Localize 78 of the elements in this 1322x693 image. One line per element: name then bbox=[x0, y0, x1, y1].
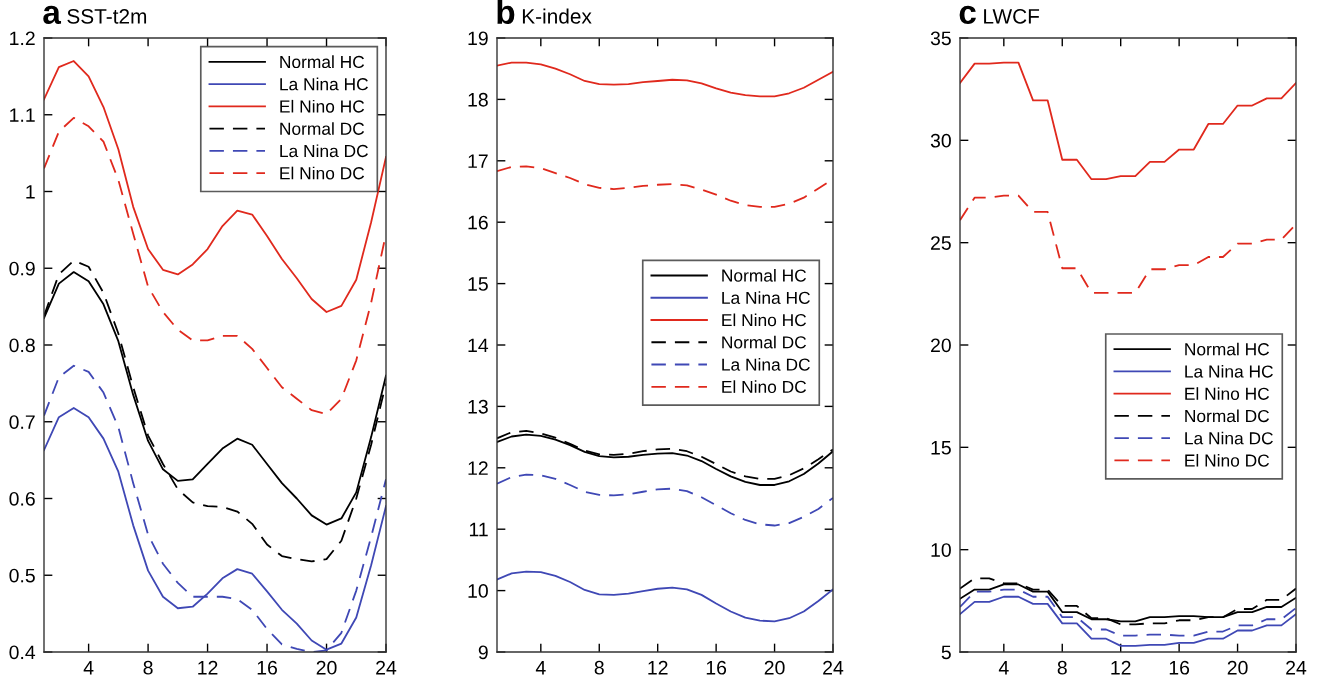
legend-label: La Nina HC bbox=[1185, 364, 1273, 378]
x-tick-label: 4 bbox=[998, 661, 1009, 675]
chart-subtitle: K-index bbox=[522, 8, 592, 24]
legend-label: Normal HC bbox=[722, 268, 807, 282]
legend-label: Normal DC bbox=[1185, 409, 1270, 423]
y-tick-label: 15 bbox=[468, 277, 488, 291]
y-tick-label: 35 bbox=[930, 31, 951, 46]
chart-title: a bbox=[43, 5, 62, 25]
line-series bbox=[497, 61, 833, 98]
y-tick-label: 14 bbox=[468, 338, 489, 353]
y-tick-label: 25 bbox=[931, 236, 951, 250]
legend-label: La Nina HC bbox=[722, 291, 810, 304]
x-tick-label: 16 bbox=[257, 660, 277, 675]
line-series bbox=[497, 570, 833, 623]
line-series bbox=[960, 61, 1296, 181]
y-tick-label: 17 bbox=[468, 154, 488, 168]
x-tick-label: 12 bbox=[648, 660, 668, 675]
y-tick-label: 0.9 bbox=[9, 261, 35, 276]
legend-label: La Nina DC bbox=[1185, 431, 1273, 445]
legend-label: El Nino DC bbox=[722, 380, 807, 394]
y-tick-label: 20 bbox=[931, 338, 951, 353]
x-tick-label: 12 bbox=[1111, 660, 1131, 675]
x-tick-label: 16 bbox=[1169, 660, 1190, 675]
legend-label: La Nina HC bbox=[280, 77, 368, 91]
y-tick-label: 0.7 bbox=[9, 415, 35, 429]
chart-title: c bbox=[959, 5, 976, 25]
y-tick-label: 11 bbox=[469, 522, 488, 537]
legend-label: La Nina DC bbox=[280, 144, 368, 158]
y-tick-label: 15 bbox=[931, 441, 951, 455]
y-tick-label: 0.6 bbox=[9, 491, 35, 506]
y-tick-label: 16 bbox=[468, 215, 488, 230]
x-tick-label: 8 bbox=[1057, 660, 1067, 675]
line-series bbox=[960, 588, 1296, 637]
chart-subtitle: LWCF bbox=[984, 8, 1040, 24]
x-tick-label: 20 bbox=[316, 660, 337, 675]
y-tick-label: 0.8 bbox=[9, 338, 35, 353]
legend-label: Normal HC bbox=[280, 55, 365, 69]
x-tick-label: 20 bbox=[764, 660, 785, 675]
x-tick-label: 4 bbox=[83, 661, 94, 675]
y-tick-label: 1.2 bbox=[10, 31, 35, 46]
y-tick-label: 19 bbox=[468, 31, 488, 46]
x-tick-label: 8 bbox=[594, 660, 604, 675]
line-series bbox=[960, 577, 1296, 626]
chart-title: b bbox=[497, 0, 515, 25]
y-tick-label: 0.4 bbox=[9, 645, 36, 660]
x-tick-label: 20 bbox=[1227, 660, 1248, 675]
y-tick-label: 30 bbox=[930, 133, 951, 148]
y-tick-label: 12 bbox=[468, 461, 488, 475]
y-tick-label: 10 bbox=[931, 543, 951, 557]
x-tick-label: 16 bbox=[706, 660, 727, 675]
y-tick-label: 1 bbox=[26, 185, 35, 199]
y-tick-label: 1.1 bbox=[10, 108, 35, 122]
y-tick-label: 18 bbox=[468, 92, 488, 107]
legend-label: Normal HC bbox=[1185, 342, 1270, 356]
legend-label: Normal DC bbox=[280, 122, 365, 135]
legend-label: Normal DC bbox=[722, 335, 807, 349]
x-tick-label: 24 bbox=[1286, 660, 1307, 675]
legend-label: El Nino HC bbox=[280, 99, 365, 113]
y-tick-label: 13 bbox=[468, 399, 488, 414]
legend-label: El Nino HC bbox=[1185, 387, 1270, 400]
line-series bbox=[960, 194, 1296, 294]
line-series bbox=[497, 473, 833, 527]
y-tick-label: 5 bbox=[941, 645, 951, 660]
legend-label: El Nino DC bbox=[1185, 453, 1270, 467]
x-tick-label: 24 bbox=[823, 660, 844, 675]
line-series bbox=[960, 595, 1296, 647]
legend-label: El Nino HC bbox=[722, 313, 807, 327]
x-tick-label: 24 bbox=[376, 660, 397, 675]
x-tick-label: 4 bbox=[535, 661, 546, 675]
legend-label: El Nino DC bbox=[280, 166, 365, 180]
legend-label: La Nina DC bbox=[722, 358, 810, 371]
y-tick-label: 9 bbox=[478, 645, 488, 660]
x-tick-label: 8 bbox=[143, 660, 153, 675]
y-tick-label: 0.5 bbox=[9, 568, 35, 583]
chart-subtitle: SST-t2m bbox=[67, 8, 147, 24]
line-series bbox=[44, 116, 386, 415]
x-tick-label: 12 bbox=[198, 660, 218, 675]
y-tick-label: 10 bbox=[468, 584, 488, 598]
